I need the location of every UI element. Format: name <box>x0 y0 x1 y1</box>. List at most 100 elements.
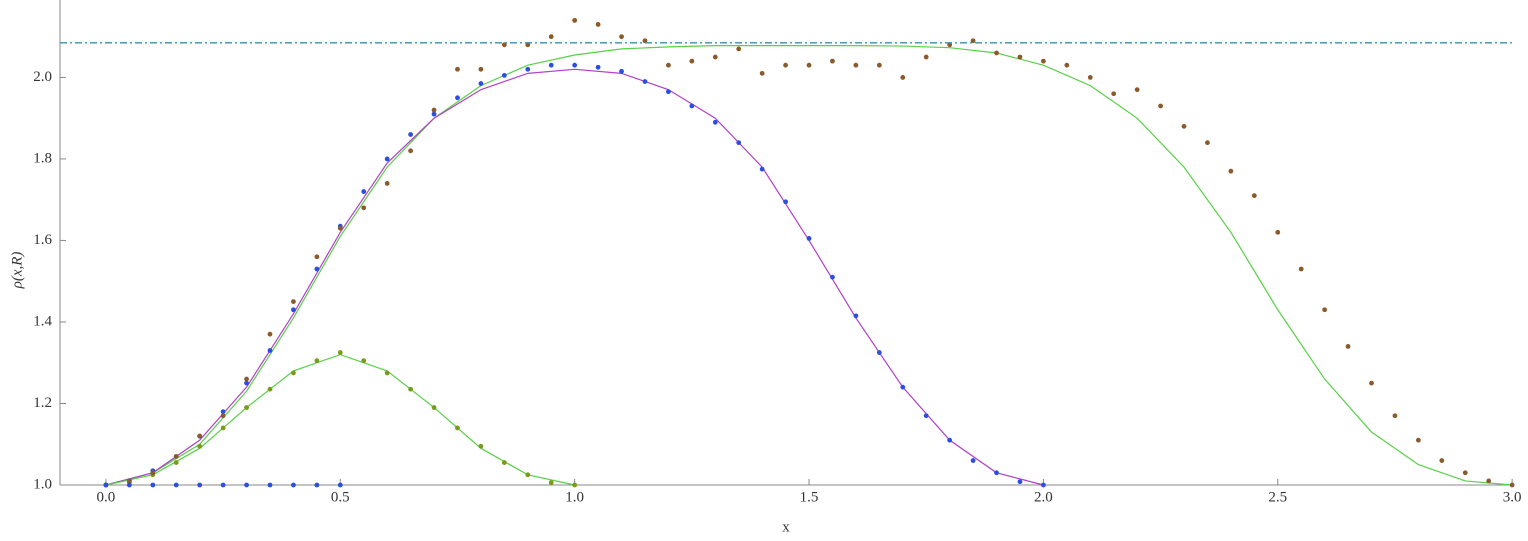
point <box>947 42 953 48</box>
curve <box>105 45 1513 486</box>
point <box>642 38 648 44</box>
point <box>1040 482 1046 488</box>
point <box>923 54 929 60</box>
point <box>736 140 742 146</box>
point <box>361 358 367 364</box>
point <box>337 225 343 231</box>
point <box>126 478 132 484</box>
point <box>220 482 226 488</box>
x-tick-label: 1.5 <box>800 489 819 505</box>
point <box>314 482 320 488</box>
point <box>337 482 343 488</box>
point <box>525 66 531 72</box>
point <box>548 62 554 68</box>
point <box>947 437 953 443</box>
point <box>830 58 835 64</box>
point <box>1392 413 1398 419</box>
x-tick-label: 0.5 <box>331 489 350 505</box>
point <box>291 370 296 376</box>
point <box>431 405 437 410</box>
y-tick-label: 1.6 <box>33 232 52 248</box>
point <box>314 358 320 364</box>
point <box>783 62 788 68</box>
point <box>1275 229 1281 235</box>
point <box>525 42 531 48</box>
point <box>267 386 273 392</box>
x-tick-label: 2.5 <box>1268 489 1287 505</box>
point <box>291 299 296 304</box>
point <box>1087 75 1093 80</box>
point <box>173 460 179 465</box>
point <box>923 413 929 419</box>
y-tick-label: 1.0 <box>33 476 52 492</box>
point <box>1017 479 1023 485</box>
point <box>361 205 367 211</box>
point <box>619 34 624 40</box>
point <box>314 266 320 272</box>
point <box>572 62 578 68</box>
point <box>408 148 414 154</box>
point <box>197 482 203 488</box>
point <box>244 482 249 488</box>
point <box>970 38 976 44</box>
point <box>197 443 203 449</box>
point <box>384 156 390 162</box>
point <box>501 72 507 78</box>
y-axis-label: ρ(x,R) <box>9 252 25 290</box>
point <box>267 348 273 353</box>
point <box>408 386 414 392</box>
point <box>501 42 507 48</box>
point <box>1040 58 1046 64</box>
point <box>1017 54 1023 60</box>
point <box>759 166 765 172</box>
point <box>994 50 999 56</box>
point <box>455 66 460 72</box>
point <box>712 54 718 60</box>
point <box>619 68 624 74</box>
point <box>900 75 906 80</box>
point <box>595 22 601 27</box>
point <box>970 458 976 463</box>
point <box>853 62 859 68</box>
point <box>595 64 601 70</box>
point <box>806 236 812 241</box>
point <box>244 405 249 410</box>
point <box>572 17 578 23</box>
point <box>666 62 671 68</box>
point <box>244 376 249 382</box>
point <box>1439 458 1445 463</box>
point <box>384 370 390 376</box>
x-tick-label: 3.0 <box>1503 489 1522 505</box>
point <box>689 58 695 64</box>
point <box>337 350 343 355</box>
x-tick-label: 1.0 <box>565 489 584 505</box>
point <box>876 62 882 68</box>
point <box>548 480 554 485</box>
point <box>431 107 437 113</box>
point <box>455 95 460 101</box>
point <box>1064 62 1070 68</box>
point <box>783 199 788 205</box>
point <box>197 433 203 439</box>
point <box>173 482 179 488</box>
point <box>244 380 249 386</box>
point <box>1134 87 1140 93</box>
point <box>1462 470 1468 476</box>
point <box>736 46 742 52</box>
point <box>1415 437 1421 443</box>
point <box>759 70 765 76</box>
point <box>1205 140 1210 146</box>
point <box>291 482 296 488</box>
point <box>853 313 859 319</box>
point <box>666 89 671 95</box>
x-axis-label: x <box>782 519 790 535</box>
x-tick-label: 0.0 <box>97 489 116 505</box>
point <box>1298 266 1304 272</box>
point <box>876 350 882 355</box>
point <box>548 34 554 40</box>
point <box>478 81 484 86</box>
point <box>220 413 226 419</box>
point <box>642 79 648 84</box>
point <box>408 132 414 137</box>
point <box>267 482 273 488</box>
